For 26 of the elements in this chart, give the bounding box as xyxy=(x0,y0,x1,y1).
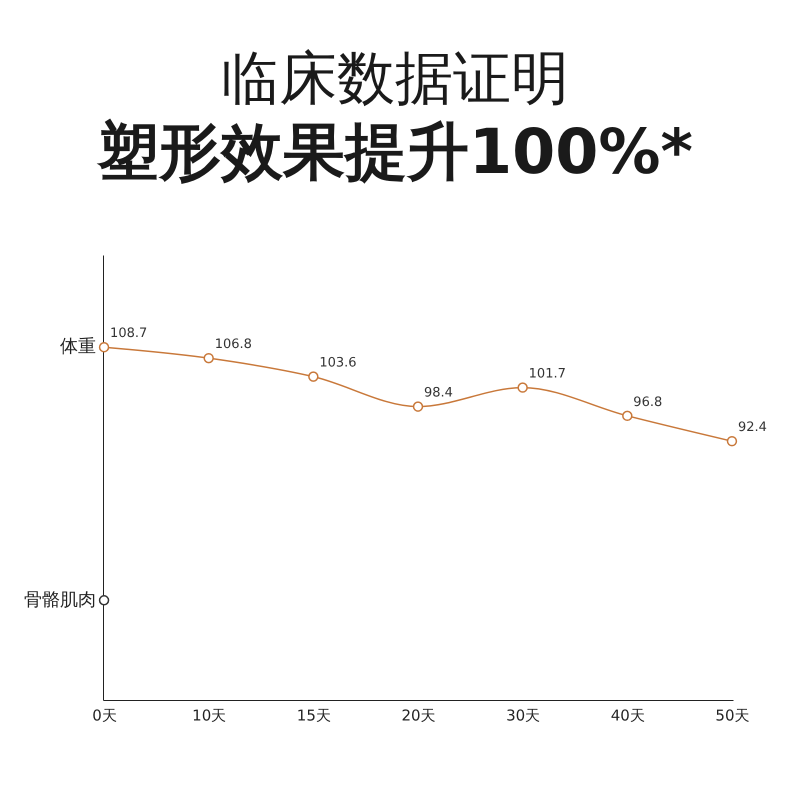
point xyxy=(308,371,319,382)
point xyxy=(517,382,528,393)
data-label: 101.7 xyxy=(528,366,566,382)
data-label: 98.4 xyxy=(424,386,453,401)
data-label: 92.4 xyxy=(738,420,767,436)
data-label: 103.6 xyxy=(319,356,357,371)
point xyxy=(98,595,110,606)
data-label: 106.8 xyxy=(214,337,252,352)
x-tick-label: 10天 xyxy=(192,706,226,724)
series-label: 骨骼肌肉 xyxy=(24,589,96,610)
x-tick-label: 40天 xyxy=(610,706,645,724)
point xyxy=(203,352,214,364)
point xyxy=(622,410,633,422)
series-label: 体重 xyxy=(60,336,96,358)
chart-subtitle: 塑形效果提升100%* xyxy=(96,115,693,188)
x-tick-label: 0天 xyxy=(92,706,117,724)
data-label: 108.7 xyxy=(110,326,148,342)
x-tick-label: 20天 xyxy=(401,706,436,724)
data-label: 96.8 xyxy=(633,394,662,410)
x-tick-label: 30天 xyxy=(506,706,540,724)
x-tick-label: 15天 xyxy=(296,706,331,724)
point xyxy=(98,342,110,352)
x-tick-label: 50天 xyxy=(715,706,750,724)
point xyxy=(412,401,424,412)
chart-title: 临床数据证明 xyxy=(221,44,569,112)
point xyxy=(726,436,738,446)
